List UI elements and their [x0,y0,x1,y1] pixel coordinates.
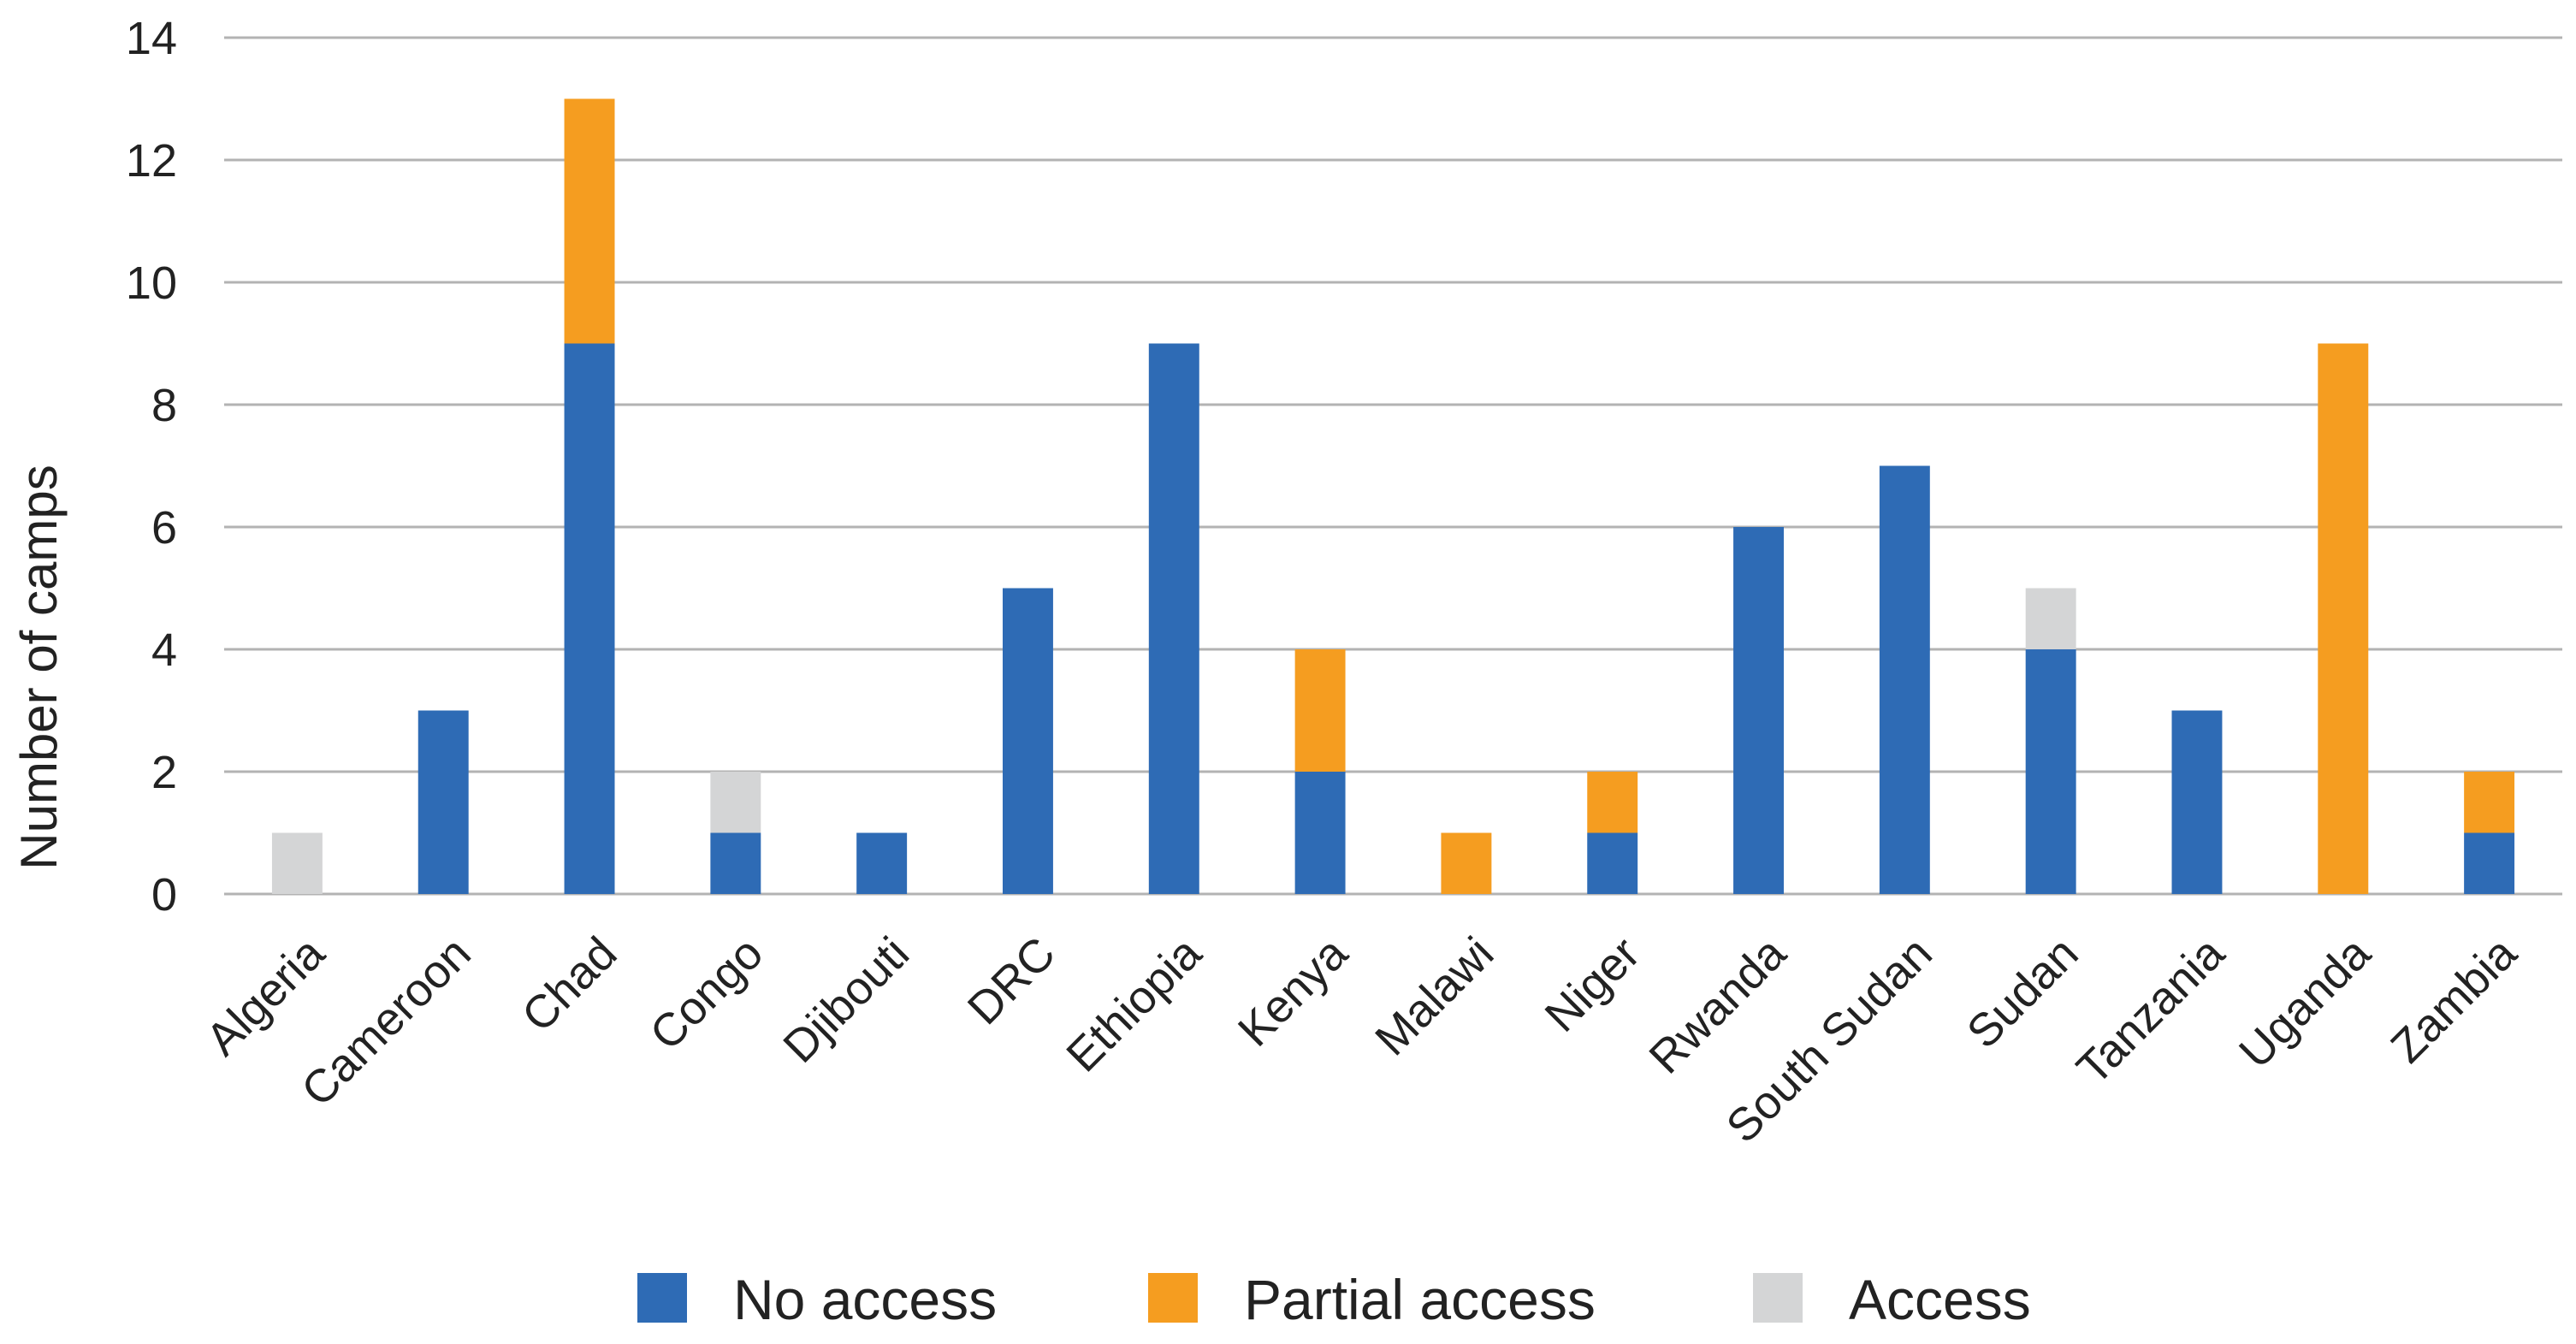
legend-swatch-no-access [637,1273,687,1323]
x-category-label-congo: Congo [640,927,773,1060]
y-tick-label-14: 14 [126,13,177,64]
legend-swatch-access [1753,1273,1803,1323]
x-category-label-ethiopia: Ethiopia [1057,927,1211,1081]
y-tick-label-10: 10 [126,258,177,309]
x-category-label-zambia: Zambia [2381,927,2526,1072]
bar-uganda-partial-access [2318,343,2369,894]
x-category-label-malawi: Malawi [1365,927,1503,1065]
bar-ethiopia-no-access [1148,343,1199,894]
bar-congo-access [710,772,761,833]
bar-drc-no-access [1003,588,1053,894]
legend-swatch-partial-access [1148,1273,1198,1323]
bar-chad-no-access [564,343,615,894]
bar-tanzania-no-access [2171,710,2223,894]
bar-rwanda-no-access [1733,527,1784,894]
x-category-label-niger: Niger [1536,927,1650,1042]
y-axis-ticks: 0 2 4 6 8 10 12 14 [126,13,177,921]
bar-kenya-no-access [1294,772,1346,894]
legend: No access Partial access Access [637,1268,2031,1331]
y-tick-label-0: 0 [151,869,177,921]
y-axis-title: Number of camps [10,465,68,870]
y-tick-label-4: 4 [151,625,177,676]
bar-cameroon-no-access [417,710,469,894]
bar-south-sudan-no-access [1879,465,1930,894]
y-tick-label-12: 12 [126,135,177,187]
bar-niger-no-access [1587,832,1638,894]
bar-chad-partial-access [564,98,615,344]
x-category-label-chad: Chad [512,927,627,1042]
bar-algeria-access [271,832,323,894]
bar-sudan-no-access [2025,649,2076,894]
bar-kenya-partial-access [1294,649,1346,772]
legend-label-partial-access: Partial access [1244,1268,1596,1331]
y-tick-label-6: 6 [151,502,177,554]
bar-sudan-access [2025,588,2076,649]
bar-congo-no-access [710,832,761,894]
x-category-label-algeria: Algeria [197,927,335,1065]
bars [271,98,2515,894]
x-category-label-drc: DRC [958,927,1065,1034]
bar-djibouti-no-access [856,832,908,894]
legend-label-access: Access [1849,1268,2031,1331]
y-tick-label-8: 8 [151,380,177,431]
x-category-label-kenya: Kenya [1229,927,1358,1056]
legend-label-no-access: No access [733,1268,997,1331]
bar-niger-partial-access [1587,772,1638,833]
y-tick-label-2: 2 [151,747,177,798]
x-category-label-sudan: Sudan [1957,927,2088,1058]
bar-malawi-partial-access [1441,832,1492,894]
x-category-label-djibouti: Djibouti [773,927,919,1073]
x-category-label-uganda: Uganda [2230,927,2381,1078]
x-category-label-tanzania: Tanzania [2067,927,2235,1094]
bar-zambia-no-access [2464,832,2515,894]
bar-zambia-partial-access [2464,772,2515,833]
